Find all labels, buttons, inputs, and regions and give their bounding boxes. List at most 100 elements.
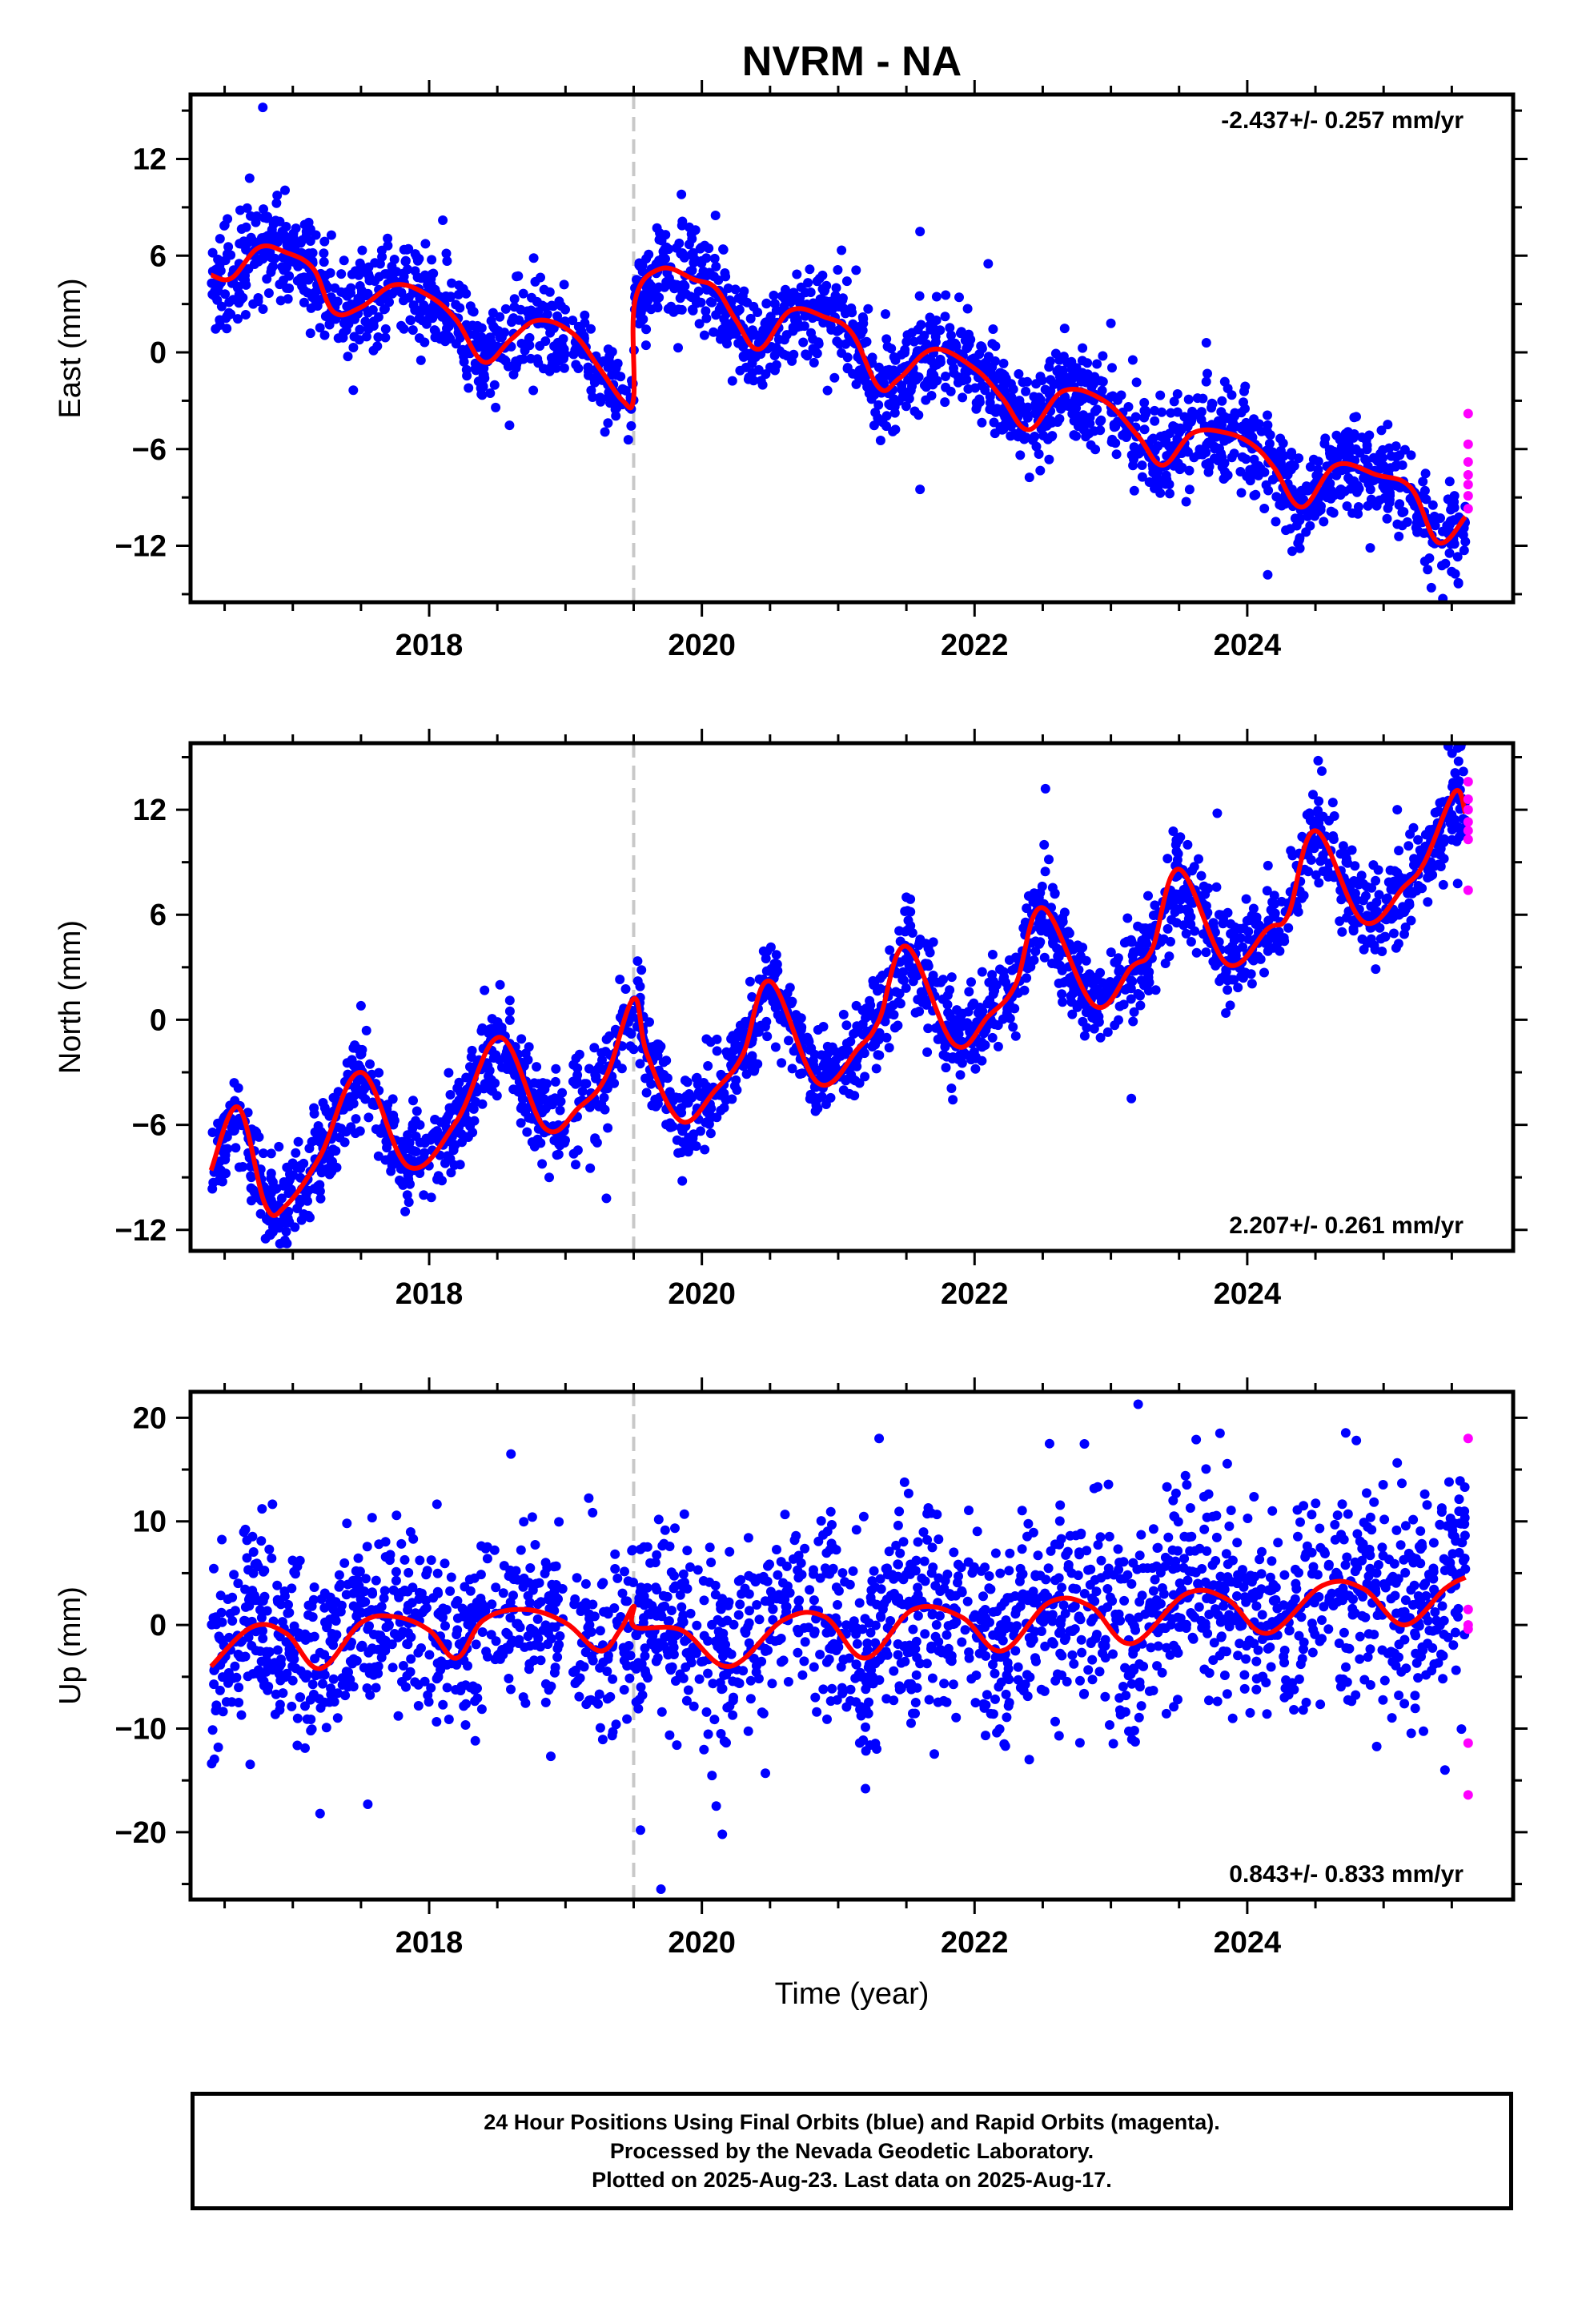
north-final-point (404, 1197, 414, 1208)
north-final-point (821, 1068, 832, 1079)
north-final-point (1113, 953, 1123, 963)
north-final-point (360, 1082, 371, 1092)
north-final-point (231, 1143, 241, 1153)
up-final-point (292, 1713, 303, 1723)
north-final-point (987, 1032, 998, 1043)
east-final-point (977, 342, 987, 352)
north-final-point (426, 1192, 436, 1203)
east-final-point (295, 273, 306, 283)
north-final-point (1150, 900, 1160, 911)
east-final-point (215, 234, 225, 244)
east-final-point (916, 320, 926, 330)
east-final-point (303, 287, 313, 298)
north-final-point (644, 1017, 654, 1027)
north-final-point (716, 1069, 726, 1080)
east-final-point (545, 328, 556, 338)
east-final-point (915, 485, 926, 495)
east-final-point (904, 393, 914, 404)
east-final-point (1024, 472, 1034, 483)
east-final-point (851, 265, 861, 275)
east-final-point (361, 332, 371, 342)
north-final-point (1297, 893, 1307, 903)
east-final-point (694, 319, 705, 329)
north-final-point (841, 1075, 851, 1084)
east-final-point (222, 249, 232, 259)
north-final-point (1092, 984, 1102, 995)
east-final-point (761, 298, 772, 308)
north-final-point (1143, 986, 1154, 995)
east-final-point (803, 278, 813, 288)
east-final-point (1351, 444, 1361, 454)
east-final-point (364, 275, 375, 286)
east-final-point (1111, 449, 1122, 460)
north-final-point (457, 1137, 467, 1148)
east-x-tick-label: 2024 (1214, 629, 1282, 662)
east-final-point (350, 314, 359, 324)
north-final-point (1246, 969, 1256, 979)
north-final-point (1120, 984, 1130, 995)
north-final-point (762, 1031, 773, 1042)
east-final-point (259, 204, 268, 215)
east-final-point (280, 185, 290, 195)
north-final-point (1025, 957, 1035, 967)
north-final-point (895, 936, 905, 947)
east-final-point (439, 311, 449, 321)
north-final-point (207, 1184, 218, 1194)
north-final-point (1314, 878, 1324, 888)
up-final-point (421, 1570, 432, 1580)
north-final-point (1406, 915, 1416, 926)
east-y-tick-label: 12 (133, 143, 167, 177)
north-final-point (787, 1063, 797, 1074)
north-final-point (1348, 923, 1359, 934)
east-final-point (1202, 440, 1212, 450)
north-final-point (1408, 822, 1419, 833)
up-final-point (391, 1575, 401, 1586)
east-final-point (1131, 377, 1142, 388)
north-final-point (1196, 870, 1207, 881)
east-final-point (240, 271, 250, 281)
north-final-point (665, 1118, 675, 1128)
north-final-point (1001, 977, 1011, 987)
north-final-point (953, 1054, 963, 1064)
east-final-point (907, 328, 917, 338)
north-final-point (282, 1238, 292, 1248)
east-final-point (384, 297, 394, 308)
east-final-point (1174, 464, 1185, 475)
north-final-point (706, 1112, 717, 1123)
north-final-point (923, 1023, 934, 1034)
north-final-point (938, 994, 948, 1004)
north-final-point (477, 1023, 488, 1033)
east-final-point (1310, 511, 1320, 521)
east-final-point (617, 384, 628, 394)
north-final-point (1135, 991, 1145, 1001)
north-final-point (1269, 891, 1279, 901)
north-final-point (1323, 865, 1333, 875)
north-final-point (243, 1108, 253, 1118)
east-final-point (570, 347, 580, 357)
north-final-point (805, 1089, 816, 1100)
north-y-tick-label: −6 (132, 1109, 167, 1143)
east-final-point (1071, 431, 1081, 441)
north-final-point (291, 1148, 301, 1158)
east-final-point (1216, 407, 1227, 417)
up-final-point (424, 1650, 435, 1660)
north-rapid-point (1463, 794, 1473, 804)
north-final-point (1223, 975, 1233, 986)
east-final-point (765, 312, 776, 323)
north-final-point (1143, 969, 1153, 979)
east-final-point (873, 400, 884, 410)
up-final-point (218, 1672, 227, 1683)
north-rapid-point (1463, 885, 1473, 895)
up-final-point (525, 1563, 536, 1573)
east-final-point (935, 357, 946, 368)
east-final-point (970, 383, 980, 393)
east-final-point (1279, 467, 1289, 477)
north-final-point (1182, 839, 1193, 850)
east-final-point (1207, 398, 1217, 408)
north-final-point (454, 1077, 464, 1088)
north-final-point (444, 1068, 454, 1078)
north-final-point (444, 1111, 453, 1121)
north-final-point (616, 1063, 627, 1074)
north-final-point (309, 1184, 319, 1194)
